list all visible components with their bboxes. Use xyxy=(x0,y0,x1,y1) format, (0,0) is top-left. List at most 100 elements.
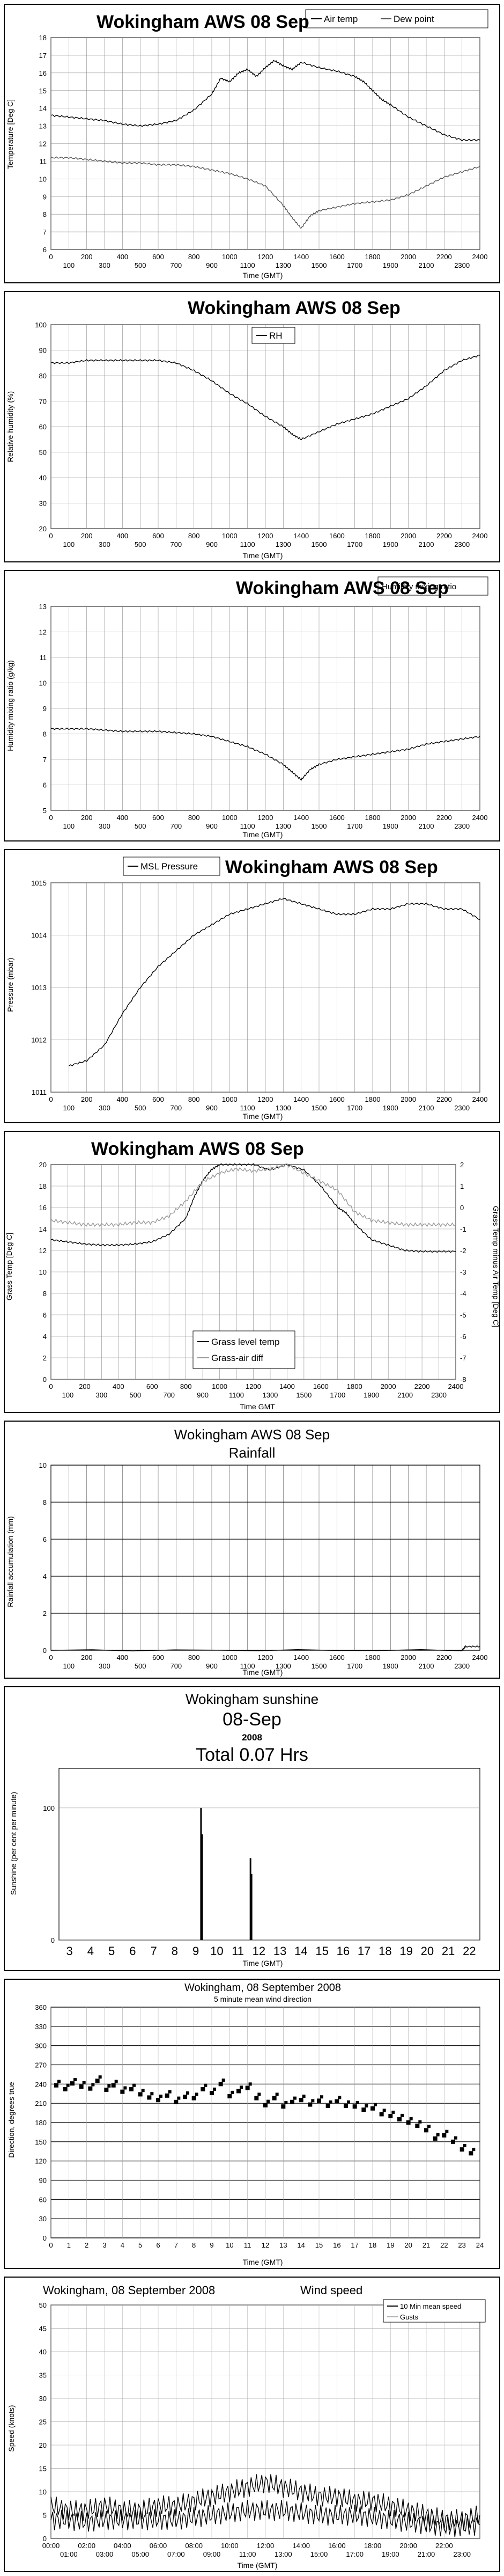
x-tick-label: 1000 xyxy=(222,532,238,540)
x-tick-label: 1800 xyxy=(365,253,381,261)
chart-wind-speed-title: Wokingham, 08 September 2008 xyxy=(43,2284,215,2297)
y-tick-label: 20 xyxy=(39,2441,47,2449)
x-tick-label: 2000 xyxy=(401,532,416,540)
x-tick-label: 9 xyxy=(192,1944,199,1958)
y-right-tick-label: 1 xyxy=(460,1182,464,1190)
chart-wind-direction-subtitle: 5 minute mean wind direction xyxy=(214,1995,312,2003)
x-tick-label: 6 xyxy=(156,2241,160,2249)
data-point xyxy=(231,2090,234,2094)
y-tick-label: 6 xyxy=(43,1311,47,1319)
data-point xyxy=(73,2077,77,2081)
x-tick-label: 7 xyxy=(174,2241,178,2249)
y-tick-label: 0 xyxy=(43,2535,47,2543)
x-tick-label: 1400 xyxy=(293,1653,309,1662)
data-point xyxy=(275,2092,279,2096)
chart-temperature-title: Wokingham AWS 08 Sep xyxy=(97,12,309,32)
x-tick-label: 1 xyxy=(67,2241,71,2249)
x-tick-label: 12 xyxy=(253,1944,265,1958)
data-point xyxy=(213,2087,216,2091)
x-tick-label: 2300 xyxy=(431,1391,447,1399)
x-tick-label: 1600 xyxy=(329,814,345,822)
x-tick-label: 900 xyxy=(206,261,218,269)
y-tick-label: 11 xyxy=(40,157,47,165)
data-point xyxy=(302,2095,306,2098)
x-tick-label: 18:00 xyxy=(364,2542,382,2550)
x-tick-label: 17 xyxy=(351,2241,358,2249)
data-point xyxy=(245,2085,250,2090)
x-tick-label: 23 xyxy=(458,2241,465,2249)
x-tick-label: 1100 xyxy=(229,1391,244,1399)
series-line-1 xyxy=(50,60,480,142)
data-point xyxy=(365,2104,368,2107)
x-tick-label: 900 xyxy=(206,822,218,830)
chart-sunshine: 0 100 3 4 5 6 7 8 9 10 11 12 13 14 15 16 17 18 19 20 21 22 Wo… xyxy=(0,1682,504,1975)
y-tick-label: 30 xyxy=(39,2395,47,2403)
data-point xyxy=(257,2092,261,2096)
x-tick-label: 0 xyxy=(49,1382,53,1391)
y-tick-label: 0 xyxy=(43,2234,47,2242)
y-tick-label: 360 xyxy=(35,2003,47,2011)
y-right-tick-label: 0 xyxy=(460,1204,464,1212)
x-tick-label: 1100 xyxy=(240,822,255,830)
legend-label-gusts: Gusts xyxy=(400,2313,418,2321)
data-point xyxy=(165,2093,169,2098)
x-tick-label: 800 xyxy=(188,1653,200,1662)
x-tick-label: 1000 xyxy=(212,1382,227,1391)
x-tick-label: 01:00 xyxy=(60,2550,78,2558)
legend-label-diff: Grass-air diff xyxy=(211,1353,263,1363)
data-point xyxy=(424,2128,428,2133)
chart-rainfall-title: Wokingham AWS 08 Sep xyxy=(174,1426,330,1443)
y-tick-label: 10 xyxy=(39,175,47,183)
x-tick-label: 2400 xyxy=(448,1382,464,1391)
x-tick-label: 1300 xyxy=(276,1104,291,1112)
x-tick-label: 2200 xyxy=(436,1653,452,1662)
x-tick-label: 0 xyxy=(49,814,53,822)
x-tick-label: 21 xyxy=(442,1944,455,1958)
data-point xyxy=(379,2112,384,2117)
x-tick-label: 8 xyxy=(172,1944,178,1958)
data-point xyxy=(344,2103,348,2108)
chart-wind-speed-subtitle: Wind speed xyxy=(300,2284,362,2297)
x-tick-label: 2300 xyxy=(454,1104,470,1112)
x-tick-label: 800 xyxy=(188,253,200,261)
data-point xyxy=(442,2133,447,2138)
chart-sunshine-total: Total 0.07 Hrs xyxy=(196,1745,308,1765)
x-tick-label: 1700 xyxy=(347,261,362,269)
data-point xyxy=(266,2099,270,2103)
x-tick-label: 1800 xyxy=(365,532,381,540)
x-tick-label: 15 xyxy=(315,2241,323,2249)
x-tick-label: 500 xyxy=(135,261,146,269)
x-tick-label: 600 xyxy=(152,1095,164,1103)
data-point xyxy=(391,2110,395,2114)
legend-box xyxy=(377,576,488,596)
x-tick-label: 19:00 xyxy=(382,2550,399,2558)
y-tick-label: 7 xyxy=(43,228,47,236)
x-tick-label: 9 xyxy=(210,2241,213,2249)
x-tick-label: 100 xyxy=(63,822,75,830)
x-tick-label: 500 xyxy=(135,1104,146,1112)
y-tick-label: 0 xyxy=(43,1375,47,1384)
sunshine-bar xyxy=(250,1874,253,1940)
y-tick-label: 12 xyxy=(39,1247,47,1255)
data-point xyxy=(254,2096,259,2101)
data-point xyxy=(57,2080,61,2083)
x-tick-label: 2200 xyxy=(436,814,452,822)
x-tick-label: 13:00 xyxy=(275,2550,292,2558)
x-tick-label: 2000 xyxy=(401,1095,416,1103)
x-tick-label: 1400 xyxy=(293,253,309,261)
x-tick-label: 1700 xyxy=(347,1104,362,1112)
data-point xyxy=(361,2107,366,2112)
x-tick-label: 100 xyxy=(62,1391,74,1399)
y-tick-label: 13 xyxy=(39,603,47,611)
x-tick-label: 200 xyxy=(81,532,93,540)
x-tick-label: 1500 xyxy=(312,540,327,548)
data-point xyxy=(320,2095,323,2099)
plot-area xyxy=(58,1768,480,1941)
chart-wind-direction-xlabel: Time (GMT) xyxy=(243,2258,283,2266)
chart-rainfall: 0 2 4 6 8 10 0 200 400 600 800 1000 1200 1400 1600 1800… xyxy=(0,1417,504,1682)
chart-grass-temp-title: Wokingham AWS 08 Sep xyxy=(91,1139,304,1159)
chart-wind-direction-title: Wokingham, 08 September 2008 xyxy=(184,1982,341,1994)
